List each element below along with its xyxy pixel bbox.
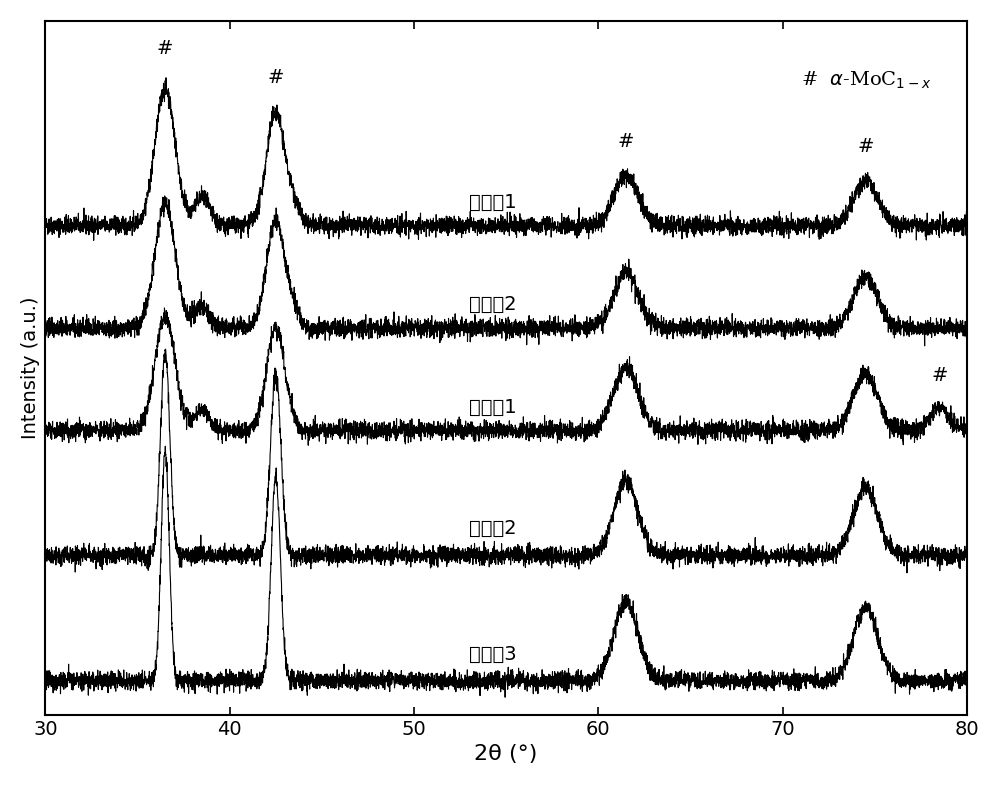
X-axis label: 2θ (°): 2θ (°)	[474, 744, 538, 764]
Text: 对比例1: 对比例1	[469, 193, 517, 212]
Text: 实施例3: 实施例3	[469, 644, 517, 663]
Text: 对比例2: 对比例2	[469, 295, 517, 314]
Text: #: #	[857, 137, 874, 155]
Text: #  $\mathit{\alpha}$-MoC$_{1-x}$: # $\mathit{\alpha}$-MoC$_{1-x}$	[801, 69, 932, 91]
Text: 实施例2: 实施例2	[469, 520, 517, 539]
Text: #: #	[931, 367, 947, 385]
Text: #: #	[618, 132, 634, 152]
Text: 实施例1: 实施例1	[469, 398, 517, 417]
Y-axis label: Intensity (a.u.): Intensity (a.u.)	[21, 297, 40, 439]
Text: #: #	[157, 38, 173, 57]
Text: #: #	[268, 68, 284, 87]
